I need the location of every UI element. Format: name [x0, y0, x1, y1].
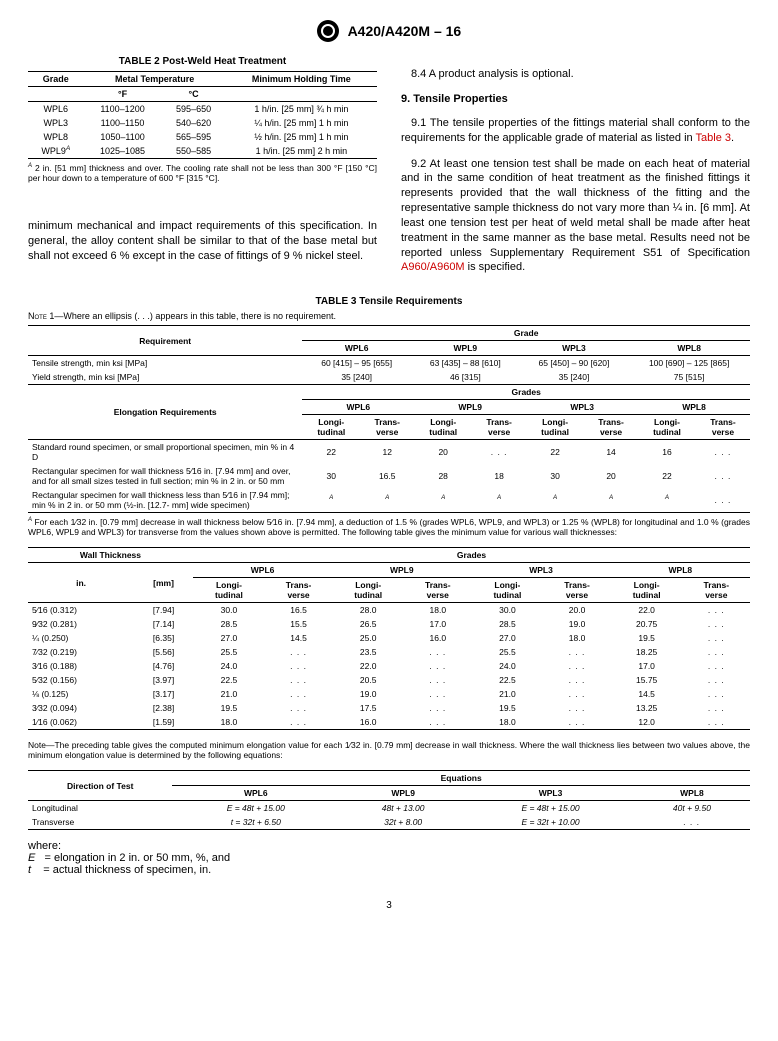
link-table3[interactable]: Table 3 — [696, 132, 731, 144]
page-header: A420/A420M – 16 — [28, 20, 750, 42]
table2-footnote: A 2 in. [51 mm] thickness and over. The … — [28, 163, 377, 183]
table3-part1: Requirement Grade WPL6WPL9WPL3WPL8 Tensi… — [28, 325, 750, 385]
t2-col-grade: Grade — [28, 72, 84, 87]
where-block: where: E = elongation in 2 in. or 50 mm,… — [28, 840, 750, 876]
doc-code: A420/A420M – 16 — [348, 23, 462, 39]
table3-note-b: Note—The preceding table gives the compu… — [28, 740, 750, 760]
table2: GradeMetal TemperatureMinimum Holding Ti… — [28, 71, 377, 159]
t2-col-hold: Minimum Holding Time — [226, 72, 377, 87]
table-row: WPL6 — [28, 102, 84, 117]
t3-grades-hdr: Grades — [302, 385, 750, 400]
t3-dot: Direction of Test — [28, 771, 172, 801]
t2-f: °F — [84, 87, 162, 102]
t3-eq: Equations — [172, 771, 750, 786]
t2-col-temp: Metal Temperature — [84, 72, 226, 87]
p-9.2: 9.2 At least one tension test shall be m… — [401, 157, 750, 276]
table2-title: TABLE 2 Post-Weld Heat Treatment — [28, 56, 377, 67]
table3-part2: Elongation Requirements Grades WPL6WPL9W… — [28, 385, 750, 513]
p-9.1: 9.1 The tensile properties of the fittin… — [401, 116, 750, 146]
t2-c: °C — [161, 87, 225, 102]
t3-req: Requirement — [28, 326, 302, 356]
table3-part4-equations: Direction of Test Equations WPL6WPL9WPL3… — [28, 770, 750, 830]
table3-note1: Note NOTE 1—Where an ellipsis (. . .) ap… — [28, 311, 750, 321]
two-column-region: TABLE 2 Post-Weld Heat Treatment GradeMe… — [28, 56, 750, 286]
table-row: WPL8 — [28, 130, 84, 144]
table3-title: TABLE 3 Tensile Requirements — [28, 296, 750, 307]
p-8.4: 8.4 A product analysis is optional. — [401, 67, 750, 82]
table-row: WPL9A — [28, 144, 84, 159]
table-row: WPL3 — [28, 116, 84, 130]
page-number: 3 — [28, 900, 750, 911]
astm-logo-icon — [317, 20, 339, 42]
section-9-title: 9. Tensile Properties — [401, 93, 750, 105]
t3-wt: Wall Thickness — [28, 548, 193, 563]
table3-part3: Wall Thickness Grades in.[mm]WPL6WPL9WPL… — [28, 547, 750, 730]
table3-footnote-a: A For each 1⁄32 in. [0.79 mm] decrease i… — [28, 517, 750, 537]
left-body-para: minimum mechanical and impact requiremen… — [28, 219, 377, 264]
t3-elong-hdr: Elongation Requirements — [28, 385, 302, 440]
t3-g3: Grades — [193, 548, 750, 563]
t3-grade: Grade — [302, 326, 750, 341]
table3-section: TABLE 3 Tensile Requirements Note NOTE 1… — [28, 296, 750, 876]
link-a960[interactable]: A960/A960M — [401, 261, 465, 273]
